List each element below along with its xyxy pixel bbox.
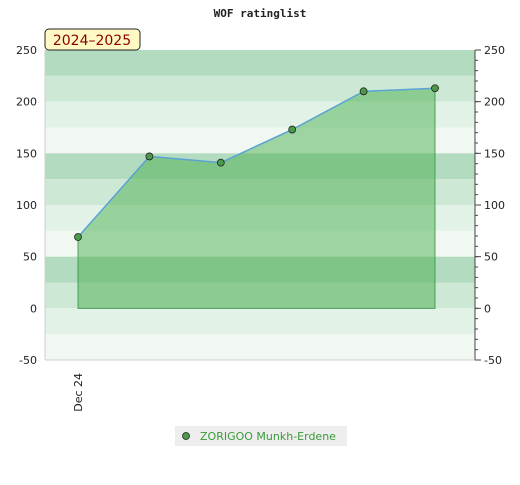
y-tick-label-left: 50 <box>23 251 37 264</box>
y-tick-label-left: 0 <box>30 302 37 315</box>
data-point <box>216 158 225 167</box>
legend-series-name: ZORIGOO Munkh-Erdene <box>200 430 336 443</box>
y-tick-label-right: 250 <box>484 44 505 57</box>
y-tick-label-right: 0 <box>484 302 491 315</box>
y-tick-label-right: -50 <box>484 354 502 367</box>
plot-area <box>74 84 439 309</box>
grid-band <box>45 50 475 76</box>
data-point <box>359 87 368 96</box>
y-tick-label-right: 100 <box>484 199 505 212</box>
grid-band <box>45 308 475 335</box>
legend: ZORIGOO Munkh-Erdene <box>175 426 347 446</box>
season-label: 2024–2025 <box>53 33 131 49</box>
y-tick-label-right: 200 <box>484 96 505 109</box>
series-line <box>77 87 436 238</box>
legend-background <box>175 426 347 446</box>
axes: -50 -50 0 0 50 50 100 100 150 150 200 200 250 250 Dec … <box>16 44 505 412</box>
y-tick-label-left: 150 <box>16 147 37 160</box>
data-point <box>288 125 297 134</box>
grid-band <box>45 334 475 360</box>
season-label-box: 2024–2025 <box>44 28 141 51</box>
y-tick-label-left: 200 <box>16 96 37 109</box>
data-point <box>74 233 82 241</box>
x-tick-label: Dec 24 <box>72 373 85 412</box>
data-point <box>431 84 439 93</box>
y-tick-label-left: 250 <box>16 44 37 57</box>
season-label-background <box>44 28 141 51</box>
y-tick-label-right: 50 <box>484 251 498 264</box>
y-tick-label-left: 100 <box>16 199 37 212</box>
data-point <box>145 152 154 161</box>
legend-marker <box>182 432 190 440</box>
y-tick-label-left: -50 <box>19 354 37 367</box>
y-tick-label-right: 150 <box>484 147 505 160</box>
chart-title: WOF ratinglist <box>214 7 307 20</box>
